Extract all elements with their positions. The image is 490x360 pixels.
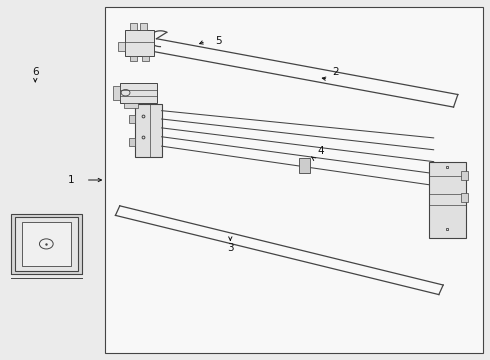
Text: 5: 5: [215, 36, 221, 46]
Bar: [142, 56, 149, 61]
Bar: [129, 115, 135, 123]
Bar: [15, 217, 78, 271]
Bar: [113, 86, 120, 100]
Bar: [130, 23, 137, 30]
Bar: [129, 138, 135, 145]
Bar: [125, 30, 154, 56]
Text: 6: 6: [32, 67, 39, 77]
Bar: [105, 7, 483, 353]
Bar: [118, 41, 125, 51]
Bar: [461, 171, 468, 180]
Bar: [461, 193, 468, 202]
Text: 2: 2: [332, 67, 339, 77]
Text: 3: 3: [227, 243, 234, 253]
Bar: [135, 104, 162, 157]
Bar: [429, 162, 466, 238]
Bar: [143, 98, 154, 104]
Bar: [299, 158, 310, 173]
Bar: [120, 83, 157, 103]
Bar: [140, 23, 147, 30]
Text: 4: 4: [318, 146, 324, 156]
Bar: [22, 222, 71, 266]
Bar: [11, 214, 82, 274]
Bar: [123, 103, 138, 108]
Text: 1: 1: [68, 175, 74, 185]
Bar: [130, 56, 137, 61]
